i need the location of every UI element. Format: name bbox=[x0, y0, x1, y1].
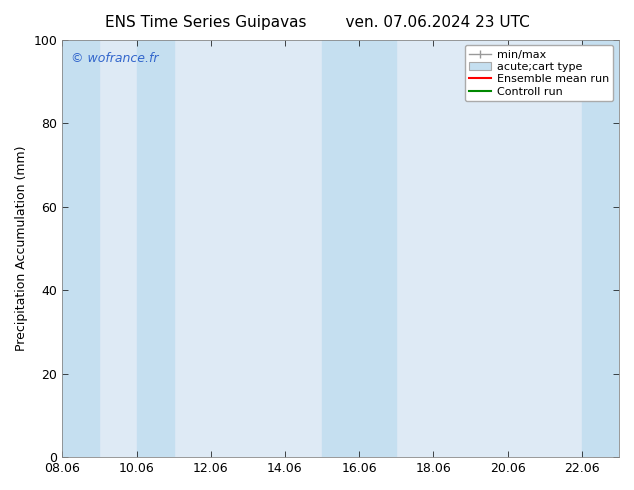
Bar bbox=[136, 40, 174, 457]
Legend: min/max, acute;cart type, Ensemble mean run, Controll run: min/max, acute;cart type, Ensemble mean … bbox=[465, 45, 614, 101]
Bar bbox=[322, 40, 396, 457]
Text: © wofrance.fr: © wofrance.fr bbox=[70, 52, 158, 65]
Text: ENS Time Series Guipavas        ven. 07.06.2024 23 UTC: ENS Time Series Guipavas ven. 07.06.2024… bbox=[105, 15, 529, 30]
Bar bbox=[62, 40, 100, 457]
Bar bbox=[582, 40, 619, 457]
Y-axis label: Precipitation Accumulation (mm): Precipitation Accumulation (mm) bbox=[15, 146, 28, 351]
